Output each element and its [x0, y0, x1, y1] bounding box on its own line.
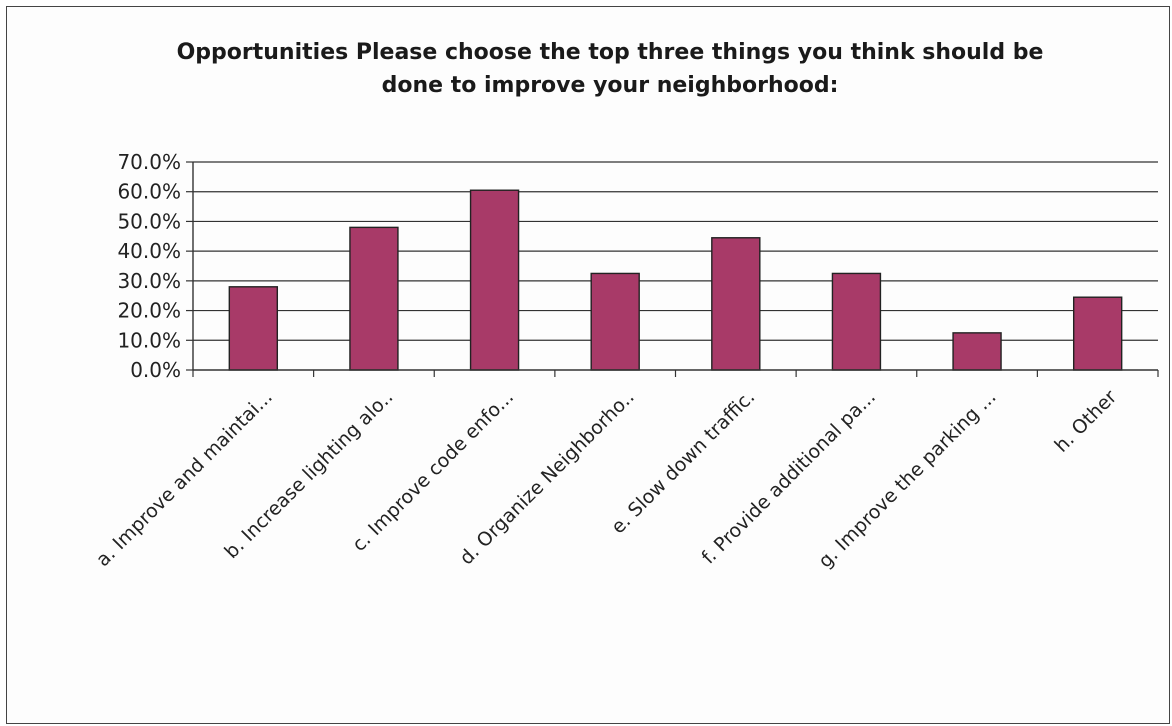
y-tick-label: 10.0%	[117, 328, 181, 352]
x-category-label: h. Other	[1050, 386, 1121, 457]
axes	[186, 161, 1159, 377]
bars	[228, 189, 1123, 371]
bar-h	[1072, 296, 1123, 371]
bar-d	[590, 272, 640, 371]
bar-b	[349, 226, 399, 371]
bar-c	[469, 189, 520, 371]
bar-g	[952, 332, 1002, 371]
y-tick-label: 20.0%	[117, 299, 181, 323]
bar-a	[228, 286, 279, 371]
x-category-labels: a. Improve and maintai...b. Increase lig…	[92, 386, 1122, 573]
y-tick-label: 40.0%	[117, 239, 181, 263]
y-tick-label: 50.0%	[117, 209, 181, 233]
chart-title: Opportunities Please choose the top thre…	[176, 40, 1044, 98]
bar-e	[711, 237, 761, 371]
y-tick-label: 70.0%	[117, 150, 181, 174]
bar-f	[831, 272, 882, 371]
y-tick-label: 30.0%	[117, 269, 181, 293]
gridlines	[193, 161, 1158, 341]
y-tick-label: 0.0%	[130, 358, 181, 382]
y-tick-labels: 0.0% 10.0% 20.0% 30.0% 40.0% 50.0% 60.0% 70.0%	[117, 150, 181, 382]
y-tick-label: 60.0%	[117, 180, 181, 204]
